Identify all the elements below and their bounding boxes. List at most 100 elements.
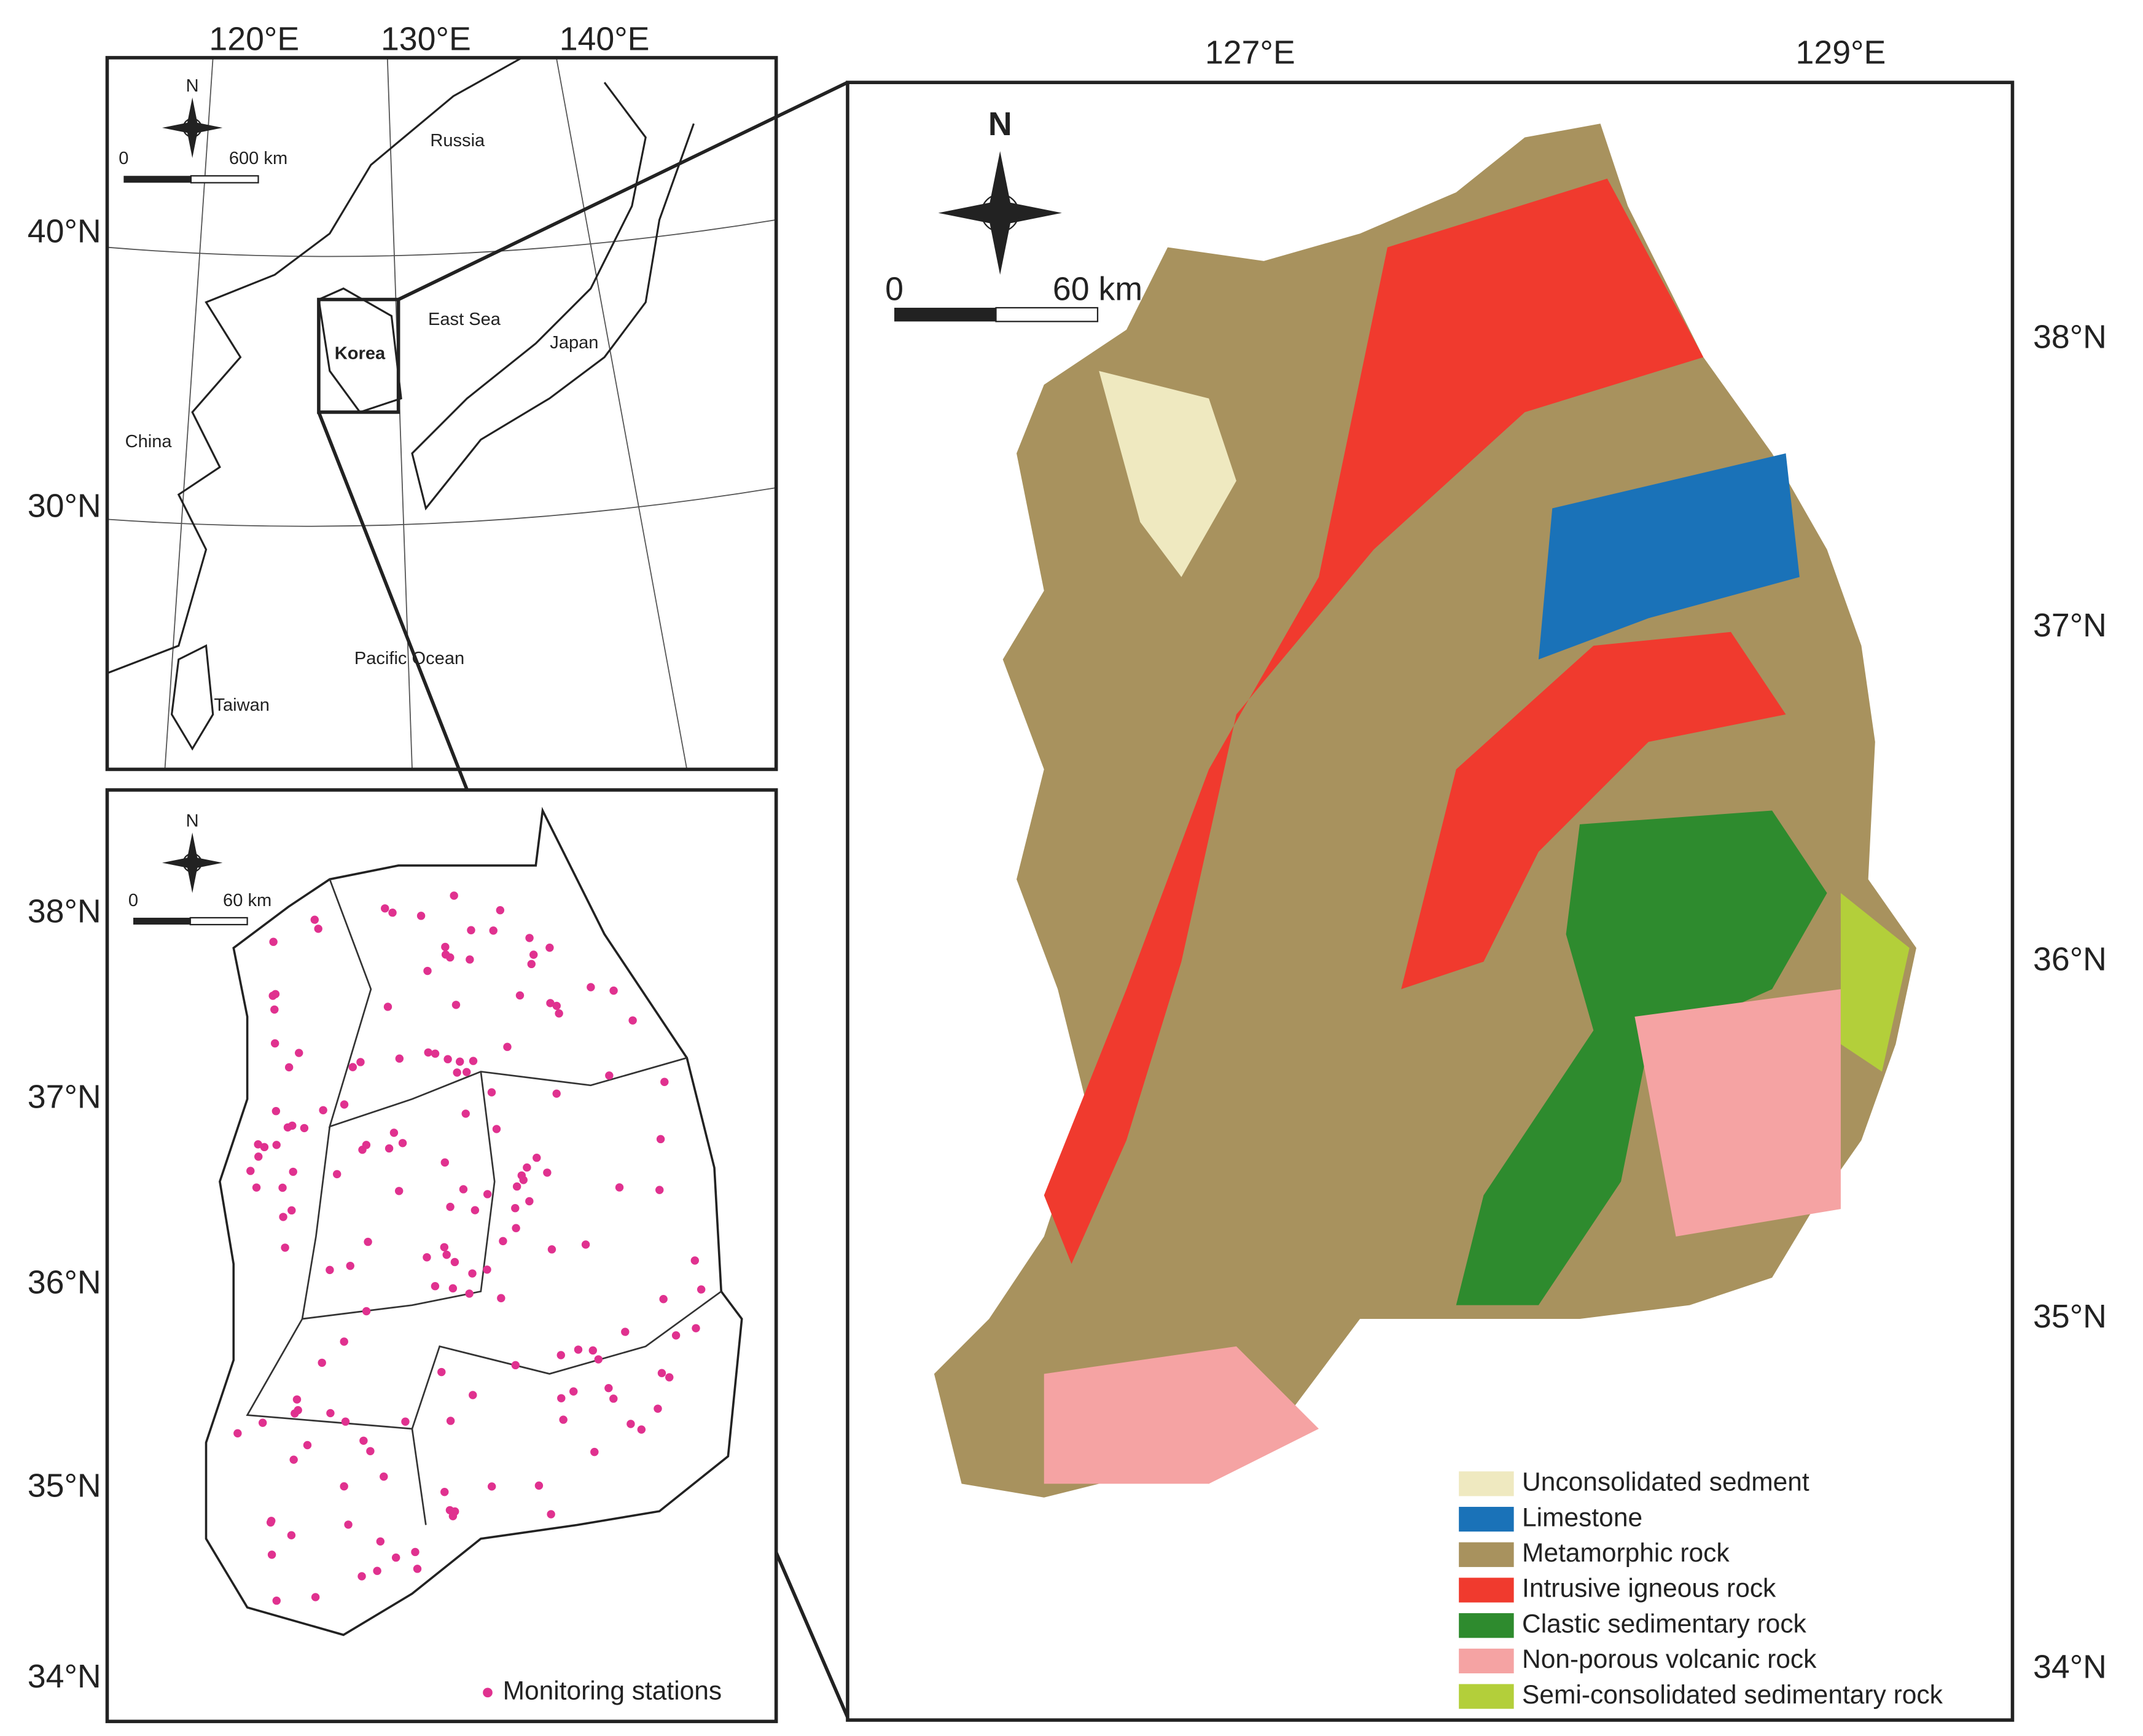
station-dot [487,1482,496,1491]
geology-igneous [1401,631,1786,990]
station-dot [543,1168,552,1177]
station-dot [252,1183,261,1192]
label: 38°N [2033,319,2107,356]
compass [938,151,1062,275]
station-dot [431,1281,440,1291]
station-dot [376,1537,385,1546]
station-dot [446,1202,455,1211]
station-dot [411,1547,420,1557]
station-dot [413,1565,422,1573]
label: 34°N [28,1658,101,1695]
station-dot [455,1057,464,1066]
geology-igneous [1044,178,1704,1264]
station-dot [294,1406,302,1415]
station-dot [496,906,505,915]
label: Limestone [1522,1503,1642,1532]
label: Clastic sedimentary rock [1522,1609,1807,1638]
station-dot [512,1182,521,1191]
station-dot [270,1005,279,1014]
compass-star [162,97,223,158]
station-dot [281,1243,289,1252]
label: 38°N [28,893,101,929]
station-dot [450,891,458,900]
station-dot [489,926,498,935]
station-dot [467,926,475,934]
label: Japan [550,333,598,353]
compass-ring [980,194,1020,232]
label: 36°N [28,1264,101,1300]
compass-ring [182,118,203,138]
station-dot [503,1042,512,1051]
station-dot [258,1418,267,1427]
label: 60 km [223,891,271,910]
station-dot [655,1186,664,1194]
station-dot [533,1154,541,1162]
station-dot [440,1158,450,1167]
label: Russia [430,131,485,151]
station-dot [534,1481,544,1490]
station-dot [326,1409,335,1418]
station-dot [443,1055,452,1063]
station-dot [499,1237,507,1246]
province-borders [246,878,722,1525]
station-dot [627,1420,635,1428]
station-dot [697,1285,706,1294]
station-dot [366,1447,375,1455]
station-dot [254,1152,263,1161]
label: 129°E [1796,34,1886,71]
label: Taiwan [214,695,269,715]
station-dot [446,1417,455,1425]
label: Intrusive igneous rock [1522,1574,1776,1603]
legend-swatch [1459,1684,1514,1709]
station-dot [270,1039,279,1048]
label: N [988,106,1012,143]
station-dot [527,960,536,969]
label: 40°N [28,213,101,249]
station-dot [388,908,397,917]
label: China [125,432,173,452]
label: 60 km [1053,270,1142,307]
geology-clastic [1456,810,1827,1305]
station-dot [260,1143,269,1152]
station-dot [340,1100,349,1109]
legend-swatch [483,1687,493,1698]
station-dot [441,950,450,959]
labels: N N N 0 600 km 0 60 km 0 60 km 120°E 130°E 140°E 40°… [28,20,2107,1710]
label: 140°E [560,20,650,57]
station-dot [581,1240,590,1249]
station-dot [381,904,389,913]
station-dot [346,1261,354,1270]
station-dot [340,1482,348,1491]
station-dot [547,1245,556,1254]
station-dot [511,1204,520,1213]
frames [105,56,2015,1724]
station-dot [451,1001,461,1009]
station-dot [492,1125,501,1133]
geology-volcanic [1044,1346,1319,1484]
scale-bar [133,917,190,925]
station-dot [459,1185,468,1194]
station-dot [295,1049,303,1057]
station-dot [318,1358,326,1367]
station-dot [284,1063,294,1072]
geology-semi-consolidated [1840,893,1910,1072]
stations [233,891,706,1605]
label: 35°N [2033,1298,2107,1335]
label: 37°N [28,1078,101,1115]
station-dot [391,1553,400,1562]
station-dot [660,1077,669,1086]
station-dot [266,1518,275,1527]
station-dot [246,1167,255,1175]
station-dot [341,1417,350,1426]
geology-limestone [1538,453,1800,660]
station-dot [637,1425,646,1434]
scale-bar [190,175,259,184]
station-dot [546,999,555,1007]
legend-swatch [1459,1648,1514,1674]
station-dot [483,1265,491,1274]
station-dot [470,1206,480,1214]
station-dot [303,1441,312,1450]
geology-volcanic [1634,989,1841,1237]
station-dot [466,955,474,964]
station-dot [654,1404,662,1413]
